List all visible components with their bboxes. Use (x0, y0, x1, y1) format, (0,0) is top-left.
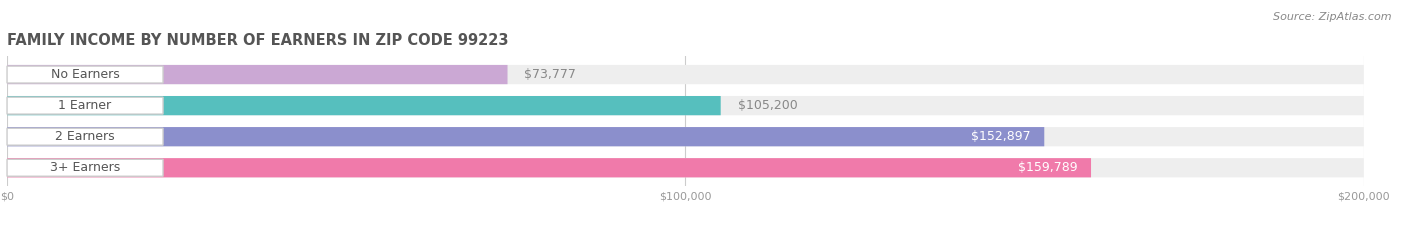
Text: $159,789: $159,789 (1018, 161, 1077, 174)
Text: 3+ Earners: 3+ Earners (51, 161, 120, 174)
FancyBboxPatch shape (7, 65, 508, 84)
Text: $105,200: $105,200 (738, 99, 797, 112)
FancyBboxPatch shape (7, 96, 721, 115)
FancyBboxPatch shape (7, 97, 163, 114)
Text: Source: ZipAtlas.com: Source: ZipAtlas.com (1274, 12, 1392, 22)
Text: No Earners: No Earners (51, 68, 120, 81)
Text: 2 Earners: 2 Earners (55, 130, 115, 143)
FancyBboxPatch shape (7, 66, 163, 83)
FancyBboxPatch shape (7, 127, 1364, 146)
FancyBboxPatch shape (7, 65, 1364, 84)
FancyBboxPatch shape (7, 159, 163, 176)
FancyBboxPatch shape (7, 158, 1364, 177)
Text: $152,897: $152,897 (972, 130, 1031, 143)
FancyBboxPatch shape (7, 158, 1091, 177)
FancyBboxPatch shape (7, 127, 1045, 146)
FancyBboxPatch shape (7, 96, 1364, 115)
FancyBboxPatch shape (7, 128, 163, 145)
Text: $73,777: $73,777 (524, 68, 576, 81)
Text: FAMILY INCOME BY NUMBER OF EARNERS IN ZIP CODE 99223: FAMILY INCOME BY NUMBER OF EARNERS IN ZI… (7, 33, 509, 48)
Text: 1 Earner: 1 Earner (59, 99, 111, 112)
